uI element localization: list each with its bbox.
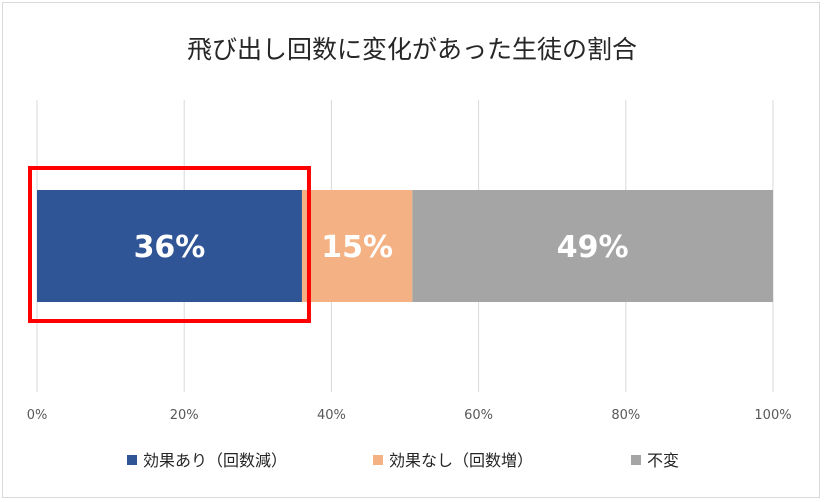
x-tick-label: 40% [317, 408, 346, 423]
data-label: 15% [321, 230, 393, 265]
legend-label: 効果なし（回数増） [389, 451, 533, 470]
legend-label: 効果あり（回数減） [143, 451, 287, 470]
bar-segment [37, 190, 302, 302]
legend-swatch [127, 455, 137, 465]
x-axis-ticks: 0% 20% 40% 60% 80% 100% [27, 408, 792, 423]
x-tick-label: 80% [611, 408, 640, 423]
data-label: 36% [134, 230, 206, 265]
stacked-bar [28, 166, 773, 323]
legend-swatch [631, 455, 641, 465]
x-tick-label: 100% [754, 408, 791, 423]
legend: 効果あり（回数減） 効果なし（回数増） 不変 [127, 451, 679, 470]
data-label: 49% [557, 230, 629, 265]
x-tick-label: 20% [170, 408, 199, 423]
data-labels: 36% 15% 49% [134, 230, 629, 265]
highlight-box [28, 166, 311, 323]
legend-swatch [373, 455, 383, 465]
x-tick-label: 0% [27, 408, 48, 423]
chart-title: 飛び出し回数に変化があった生徒の割合 [187, 35, 637, 64]
x-tick-label: 60% [464, 408, 493, 423]
bar-segment [301, 190, 413, 302]
bar-segment [412, 190, 773, 302]
legend-label: 不変 [647, 451, 679, 470]
